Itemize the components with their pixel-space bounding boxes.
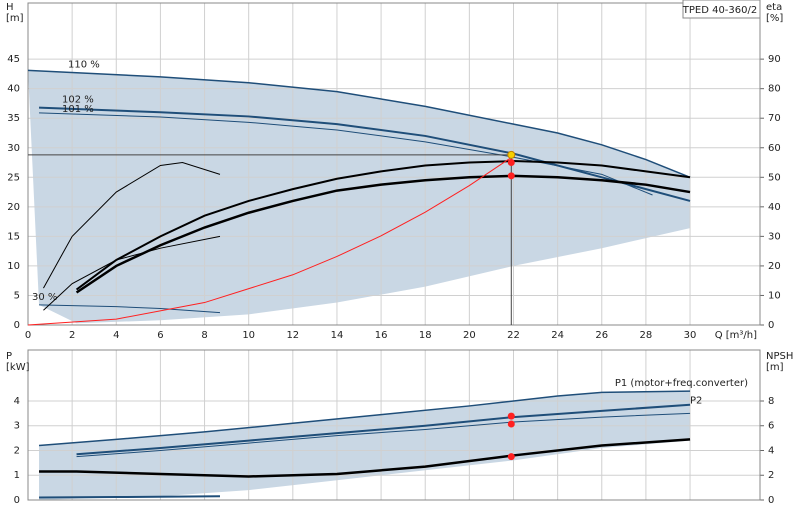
curve [76,403,691,456]
curve [39,438,691,478]
curve [38,390,691,447]
y2-tick-label: 30 [768,231,781,242]
y2-tick-label: 6 [768,421,774,432]
x-tick-label: 12 [286,330,299,341]
plot-frame [27,2,761,326]
y-tick-label: 4 [14,396,20,407]
curve-label: P2 [690,396,702,407]
y-tick-label: 0 [14,495,20,506]
x-tick-label: 22 [507,330,520,341]
curve [38,106,691,202]
y-tick-label: 30 [7,143,20,154]
y2-tick-label: 50 [768,172,781,183]
duty-point [507,453,515,461]
y2-tick-label: 4 [768,445,774,456]
y2-tick-label: 80 [768,84,781,95]
y2-tick-label: 10 [768,290,781,301]
x-tick-label: 26 [595,330,608,341]
y-tick-label: 15 [7,231,20,242]
y2-tick-label: 70 [768,113,781,124]
x-axis-label: Q [m³/h] [715,330,757,341]
y-tick-label: 2 [14,445,20,456]
curve-label: P1 (motor+freq.converter) [615,378,748,389]
x-tick-label: 28 [640,330,653,341]
duty-point [507,150,516,159]
curve-label: 101 % [62,104,94,115]
y-tick-label: 35 [7,113,20,124]
curve [39,304,221,314]
product-label: TPED 40-360/2 [682,5,758,16]
curve [39,495,221,499]
curve [27,155,514,326]
curve [43,162,221,289]
y-tick-label: 10 [7,261,20,272]
curve [43,235,221,311]
y-axis-label: H [6,2,14,13]
duty-point [507,172,515,180]
y2-tick-label: 8 [768,396,774,407]
y2-axis-label: eta [766,2,782,13]
x-tick-label: 20 [463,330,476,341]
y-tick-label: 5 [14,290,20,301]
curve-label: 102 % [62,95,94,106]
x-tick-label: 2 [69,330,75,341]
y-tick-label: 45 [7,54,20,65]
y-axis-label: [kW] [6,362,30,373]
y2-axis-label: [m] [766,362,784,373]
plot-frame [27,349,761,501]
curve-label: 110 % [68,59,100,70]
curve [76,412,691,458]
operating-range [28,70,691,324]
y-tick-label: 3 [14,421,20,432]
x-tick-label: 24 [551,330,564,341]
x-tick-label: 0 [25,330,31,341]
y2-tick-label: 0 [768,495,774,506]
x-tick-label: 14 [331,330,344,341]
y2-tick-label: 90 [768,54,781,65]
y2-tick-label: 60 [768,143,781,154]
y2-tick-label: 20 [768,261,781,272]
y-tick-label: 20 [7,202,20,213]
curve [27,69,691,178]
y2-tick-label: 40 [768,202,781,213]
y2-axis-label: [%] [766,13,783,24]
operating-range [39,391,691,500]
x-tick-label: 4 [113,330,119,341]
product-label-box [682,0,761,19]
x-tick-label: 16 [375,330,388,341]
y2-tick-label: 2 [768,470,774,481]
y-tick-label: 0 [14,320,20,331]
y-axis-label: P [6,351,12,362]
curve [39,112,653,196]
y-tick-label: 25 [7,172,20,183]
y-tick-label: 1 [14,470,20,481]
x-tick-label: 10 [242,330,255,341]
x-tick-label: 8 [201,330,207,341]
x-tick-label: 18 [419,330,432,341]
y-tick-label: 40 [7,84,20,95]
curve [75,174,691,294]
y-axis-label: [m] [6,13,24,24]
duty-point [507,412,515,420]
y2-tick-label: 0 [768,320,774,331]
duty-point [507,420,515,428]
x-tick-label: 30 [684,330,697,341]
duty-point [507,159,515,167]
x-tick-label: 6 [157,330,163,341]
y2-axis-label: NPSH [766,351,793,362]
curve-label: 30 % [32,292,57,303]
curve [75,160,691,291]
